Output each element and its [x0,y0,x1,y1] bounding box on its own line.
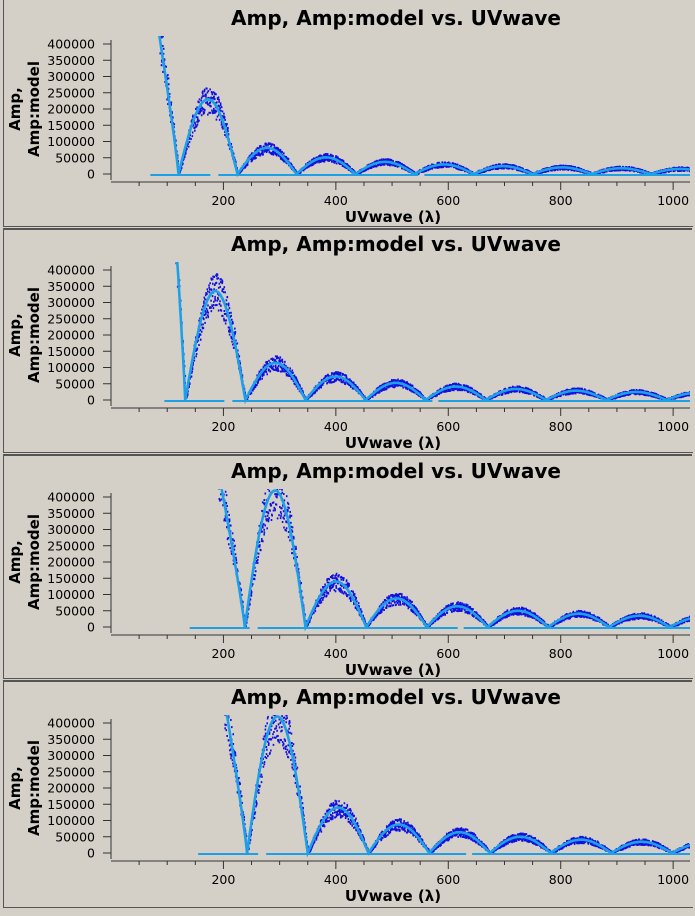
panel-frame-3 [3,456,693,679]
panel-frame-1 [3,0,693,227]
panel-frame-2 [3,230,693,453]
panel-frame-4 [3,682,693,908]
